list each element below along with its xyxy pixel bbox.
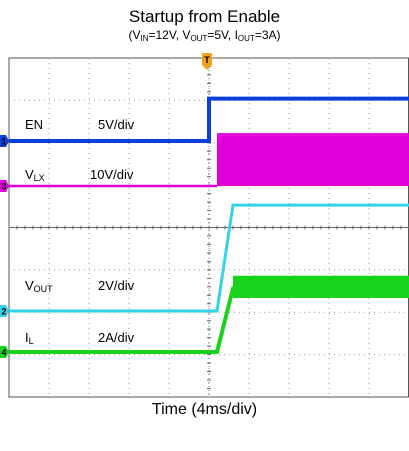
- il-scale-label: 2A/div: [98, 330, 135, 345]
- il-label: IL: [25, 330, 34, 346]
- x-axis-label: Time (4ms/div): [151, 401, 258, 418]
- oscilloscope-plot: EN 5V/div VLX 10V/div VOUT 2V/div IL 2A/div 1 3 2…: [0, 53, 409, 398]
- vout-label: VOUT: [25, 278, 53, 294]
- vlx-label: VLX: [25, 167, 45, 183]
- channel-4-marker-label: 4: [2, 348, 7, 358]
- il-trace: [9, 286, 409, 354]
- trigger-marker: [202, 53, 212, 70]
- channel-1-marker: [0, 135, 9, 147]
- chart-subtitle: (VIN=12V, VOUT=5V, IOUT=3A): [128, 28, 281, 43]
- en-trace: [9, 96, 409, 143]
- trigger-marker-label: T: [204, 55, 210, 65]
- channel-markers: 1 3 2 4 T: [0, 53, 212, 358]
- vout-trace: [9, 203, 409, 313]
- channel-1-marker-label: 1: [2, 137, 7, 147]
- channel-2-marker: [0, 305, 9, 317]
- vlx-trace-switching: [217, 135, 409, 186]
- channel-4-marker: [0, 346, 9, 358]
- en-scale-label: 5V/div: [98, 117, 135, 132]
- channel-3-marker: [0, 180, 9, 192]
- chart-title: Startup from Enable: [128, 7, 281, 26]
- vlx-scale-label: 10V/div: [90, 167, 134, 182]
- traces: [9, 96, 409, 354]
- channel-2-marker-label: 2: [2, 307, 7, 317]
- en-label: EN: [25, 117, 43, 132]
- vout-scale-label: 2V/div: [98, 278, 135, 293]
- trace-labels: EN 5V/div VLX 10V/div VOUT 2V/div IL 2A/div: [25, 117, 135, 346]
- channel-3-marker-label: 3: [2, 182, 7, 192]
